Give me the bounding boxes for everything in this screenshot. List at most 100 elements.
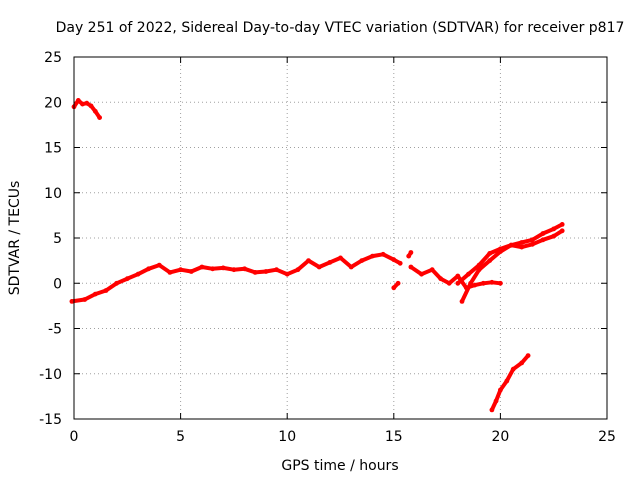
data-point	[468, 280, 473, 286]
y-tick-label: 25	[44, 50, 62, 66]
data-point	[210, 266, 216, 272]
series-arc-7	[455, 228, 565, 286]
data-point	[459, 299, 465, 304]
chart-title: Day 251 of 2022, Sidereal Day-to-day VTE…	[56, 20, 625, 36]
data-point	[167, 270, 173, 275]
data-point	[446, 280, 452, 286]
series-line	[69, 252, 403, 304]
data-point	[284, 271, 290, 277]
data-point	[391, 285, 397, 291]
data-point	[295, 267, 301, 273]
data-point	[530, 241, 535, 247]
data-point	[274, 267, 279, 273]
data-point	[178, 267, 184, 273]
data-point	[551, 226, 557, 232]
x-tick-label: 10	[278, 429, 296, 445]
data-point	[146, 266, 152, 272]
tick-labels: 0 5 10 15 20 25 -15 -10 -5 0 5 10 15 20 25	[39, 50, 616, 445]
data-point	[397, 260, 403, 266]
data-point	[551, 233, 557, 239]
x-tick-label: 0	[70, 429, 79, 445]
series-line	[460, 222, 565, 304]
series-arc-6	[459, 222, 565, 304]
data-point	[559, 222, 565, 227]
data-point	[466, 271, 471, 277]
data-point	[489, 279, 495, 285]
y-tick-label: 15	[44, 141, 62, 157]
data-point	[82, 297, 88, 302]
data-point	[408, 264, 414, 270]
data-point	[472, 282, 478, 288]
data-point	[498, 387, 503, 393]
data-point	[380, 251, 386, 257]
data-point	[429, 267, 435, 273]
data-point	[504, 378, 510, 384]
y-tick-label: 20	[44, 95, 62, 111]
y-tick-label: 0	[53, 276, 62, 292]
data-point	[540, 237, 546, 243]
data-point	[519, 244, 525, 250]
y-tick-label: -10	[39, 367, 62, 383]
plot-frame	[73, 56, 608, 420]
data-point	[316, 264, 322, 270]
data-point	[92, 108, 98, 114]
series-arc-4	[406, 250, 414, 259]
data-point	[519, 360, 525, 366]
y-tick-label: 10	[44, 186, 62, 202]
data-series	[69, 98, 565, 413]
data-point	[114, 280, 119, 286]
data-point	[391, 257, 397, 263]
data-point	[559, 228, 565, 234]
data-point	[97, 115, 102, 120]
grid	[74, 57, 607, 419]
data-point	[69, 299, 75, 304]
data-point	[489, 407, 495, 413]
data-point	[80, 101, 85, 107]
data-point	[327, 260, 333, 265]
y-tick-label: -15	[39, 412, 62, 428]
data-point	[487, 258, 493, 263]
x-tick-label: 5	[176, 429, 185, 445]
data-point	[395, 280, 401, 286]
data-point	[103, 288, 109, 293]
data-point	[199, 264, 205, 270]
data-point	[359, 258, 365, 263]
data-point	[188, 269, 194, 274]
data-point	[455, 273, 461, 279]
data-point	[498, 280, 503, 286]
data-point	[220, 265, 226, 271]
data-point	[231, 267, 237, 273]
data-point	[338, 255, 343, 261]
data-point	[242, 266, 248, 272]
data-point	[406, 253, 412, 259]
data-point	[348, 264, 354, 270]
series-arc-1	[71, 98, 102, 120]
data-point	[306, 258, 311, 263]
data-point	[419, 271, 424, 277]
series-arc-8	[489, 353, 531, 413]
data-point	[92, 291, 98, 297]
data-point	[487, 251, 493, 256]
series-arc-2	[69, 251, 403, 304]
data-point	[493, 398, 499, 404]
x-tick-label: 20	[491, 429, 509, 445]
series-arc-3	[391, 280, 401, 291]
data-point	[476, 262, 482, 268]
data-point	[88, 103, 94, 109]
x-axis-label: GPS time / hours	[281, 458, 398, 474]
data-point	[156, 262, 162, 268]
data-point	[525, 353, 531, 358]
data-point	[508, 242, 514, 248]
data-point	[510, 366, 516, 372]
data-point	[263, 269, 269, 274]
x-tick-label: 25	[598, 429, 616, 445]
data-point	[370, 253, 375, 259]
series-arc-5	[408, 264, 503, 291]
data-point	[84, 100, 90, 106]
data-point	[540, 231, 546, 236]
y-tick-label: -5	[48, 322, 62, 338]
data-point	[124, 276, 130, 282]
y-tick-label: 5	[53, 231, 62, 247]
y-axis-label: SDTVAR / TECUs	[7, 181, 23, 296]
